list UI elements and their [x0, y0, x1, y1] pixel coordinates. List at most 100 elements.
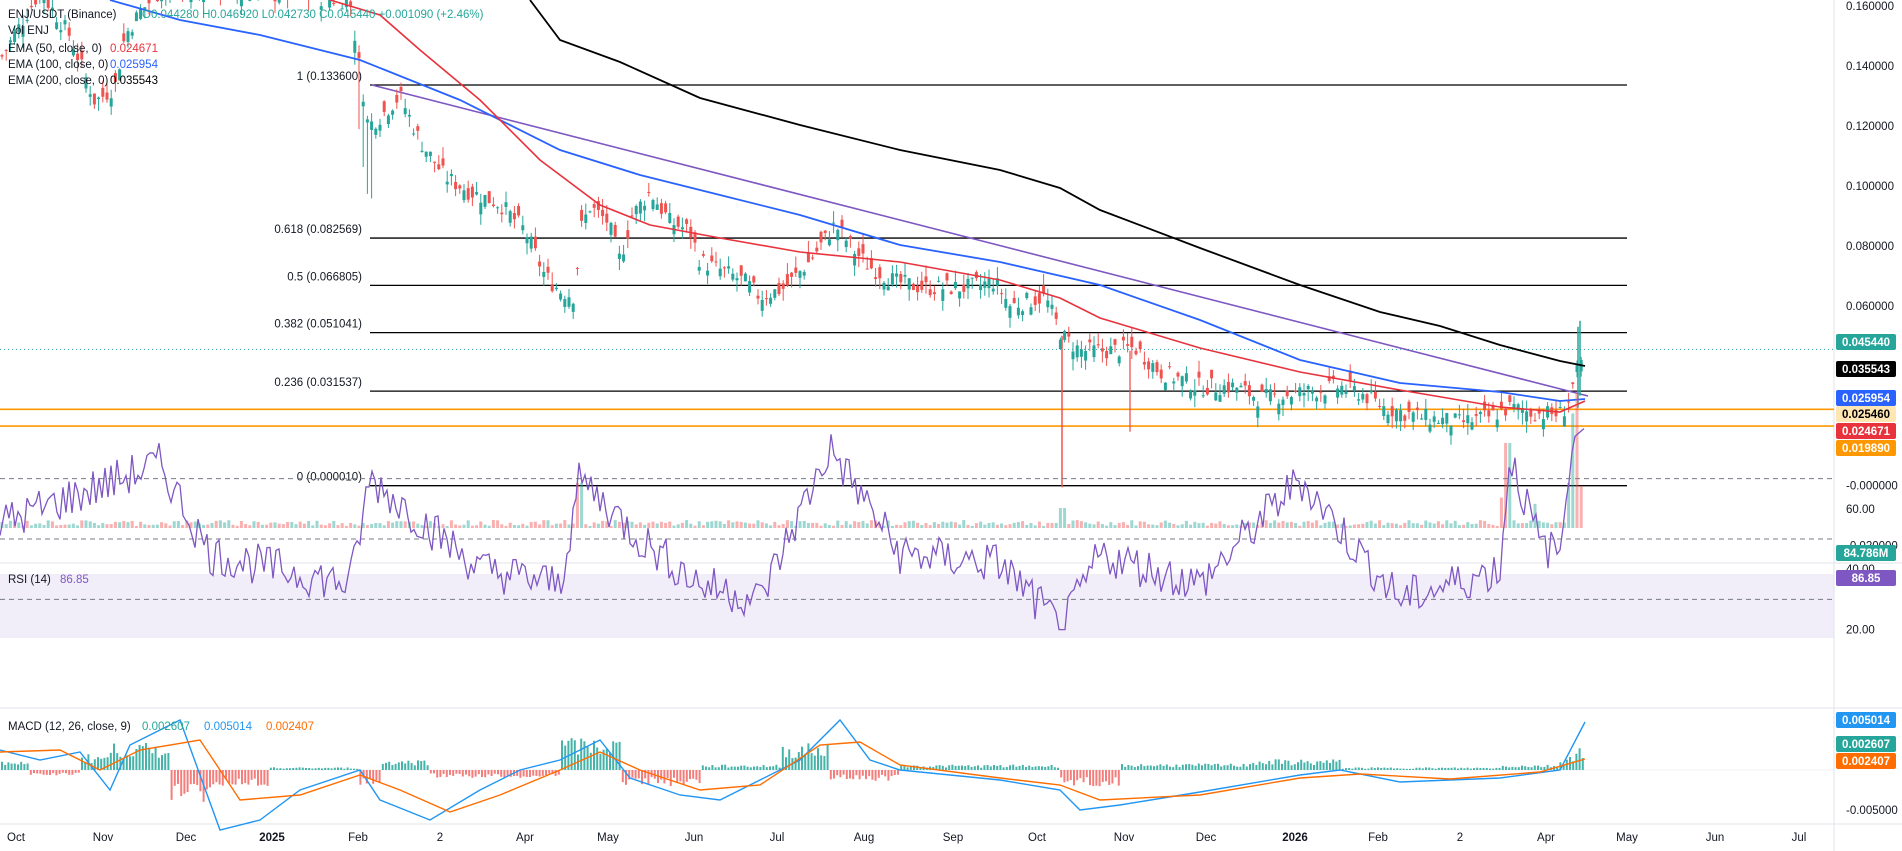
candle-body	[890, 273, 894, 285]
macd-histogram-bar	[1037, 766, 1040, 770]
volume-bar	[1432, 523, 1436, 528]
macd-histogram-bar	[509, 770, 512, 777]
volume-bar	[529, 521, 533, 528]
candle-body	[1529, 409, 1533, 417]
candle-body	[1512, 403, 1516, 408]
candle-body	[1268, 389, 1272, 402]
volume-bar	[538, 524, 542, 528]
candle-body	[1029, 307, 1033, 315]
time-axis-label: Feb	[1368, 832, 1388, 844]
macd-histogram-bar	[138, 744, 141, 770]
volume-bar	[67, 524, 71, 528]
volume-bar	[46, 520, 50, 528]
candle-body	[1260, 384, 1264, 392]
candle-body	[1004, 299, 1008, 308]
volume-bar	[1197, 523, 1201, 528]
macd-histogram-bar	[413, 765, 416, 770]
macd-histogram-bar	[410, 763, 413, 770]
candle-body	[613, 224, 617, 237]
candle-body	[46, 0, 50, 8]
candle-body	[1558, 406, 1562, 408]
candle-body	[550, 284, 554, 292]
macd-histogram-bar	[317, 767, 320, 770]
macd-histogram-bar	[314, 768, 317, 770]
price-badge	[1836, 390, 1896, 406]
volume-bar	[378, 523, 382, 528]
macd-histogram-bar	[708, 767, 711, 770]
macd-histogram-bar	[218, 770, 221, 785]
volume-bar	[365, 525, 369, 528]
price-badge	[1836, 334, 1896, 350]
macd-histogram-bar	[698, 770, 701, 784]
candle-body	[1151, 363, 1155, 372]
volume-bar	[853, 521, 857, 528]
macd-histogram-bar	[1076, 770, 1079, 781]
price-tick-label: -0.000000	[1846, 481, 1898, 493]
volume-bar	[714, 520, 718, 528]
macd-histogram-bar	[484, 770, 487, 778]
volume-bar	[1541, 522, 1545, 528]
volume-bar	[1021, 521, 1025, 528]
volume-bar	[693, 525, 697, 528]
candle-body	[328, 0, 332, 8]
macd-histogram-bar	[1335, 761, 1338, 770]
volume-bar	[1075, 520, 1079, 528]
volume-bar	[105, 524, 109, 528]
macd-histogram-bar	[1338, 759, 1341, 770]
rsi-legend-label: RSI (14)	[8, 574, 51, 586]
macd-histogram-bar	[788, 749, 791, 770]
macd-histogram-bar	[119, 756, 122, 770]
candle-body	[407, 114, 411, 117]
macd-histogram-bar	[487, 770, 490, 775]
volume-bar	[701, 525, 705, 528]
macd-histogram-bar	[554, 770, 557, 776]
candle-body	[798, 271, 802, 278]
macd-histogram-bar	[1434, 768, 1437, 770]
macd-histogram-bar	[1105, 770, 1107, 782]
candle-body	[714, 261, 718, 263]
macd-histogram-bar	[321, 768, 323, 770]
candle-body	[1323, 395, 1327, 404]
candle-body	[1205, 387, 1209, 395]
candle-body	[1340, 385, 1344, 395]
macd-histogram-bar	[1245, 766, 1248, 770]
volume-bar	[617, 521, 621, 528]
macd-histogram-bar	[365, 770, 368, 784]
volume-bar	[928, 525, 932, 528]
macd-histogram-bar	[1057, 767, 1059, 770]
macd-histogram-bar	[1085, 770, 1088, 778]
candle-body	[815, 247, 819, 252]
macd-histogram-bar	[10, 763, 13, 770]
price-tick-label: 0.100000	[1846, 181, 1894, 193]
volume-bar	[1138, 521, 1142, 528]
volume-bar	[1394, 523, 1398, 528]
macd-histogram-bar	[97, 757, 99, 770]
macd-histogram-bar	[356, 768, 359, 770]
macd-histogram-bar	[1527, 767, 1530, 770]
rsi-legend-value: 86.85	[60, 574, 89, 586]
macd-badge	[1836, 736, 1896, 752]
macd-histogram-bar	[1367, 768, 1370, 770]
macd-histogram-bar	[785, 757, 787, 770]
macd-histogram-bar	[1146, 765, 1149, 770]
candle-body	[811, 257, 815, 259]
time-axis-label: 2	[437, 832, 443, 844]
candle-body	[559, 293, 563, 300]
macd-histogram-bar	[52, 770, 55, 774]
volume-bar	[252, 521, 256, 528]
candle-body	[735, 278, 739, 281]
macd-histogram-bar	[1457, 768, 1459, 770]
time-axis-label: Dec	[176, 832, 197, 844]
volume-bar	[1088, 523, 1092, 528]
candle-body	[529, 236, 533, 249]
candle-body	[584, 214, 588, 223]
macd-histogram-bar	[1172, 767, 1175, 770]
candle-body	[50, 7, 54, 10]
candle-body	[80, 50, 84, 60]
candle-body	[386, 115, 390, 125]
candle-body	[525, 237, 529, 244]
macd-histogram-bar	[81, 757, 83, 770]
volume-bar	[1121, 522, 1125, 528]
macd-histogram-bar	[1357, 767, 1360, 770]
